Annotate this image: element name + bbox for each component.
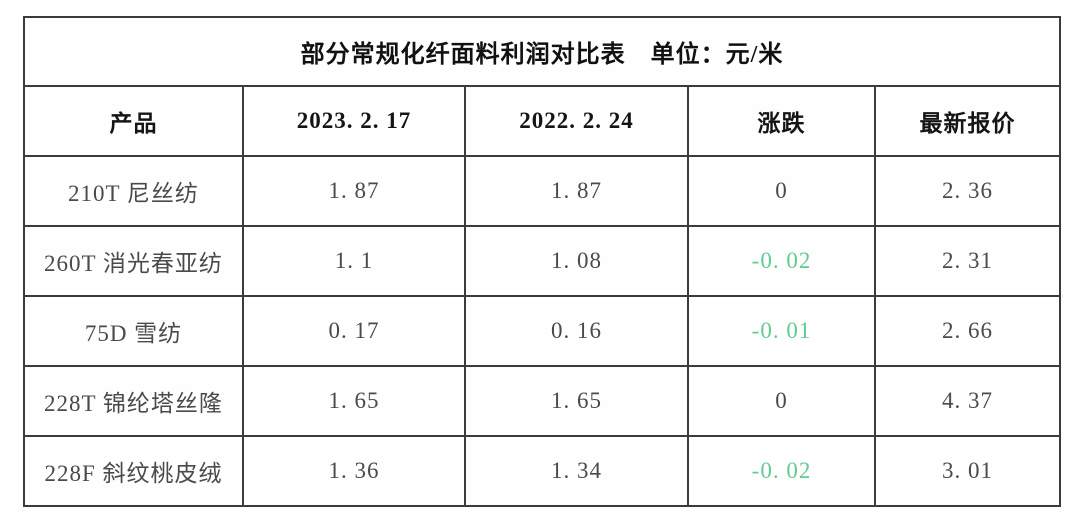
column-header-latest-quote: 最新报价 [874, 85, 1061, 157]
value-2022-cell: 1. 08 [464, 225, 689, 297]
table-row: 75D 雪纺 0. 17 0. 16 -0. 01 2. 66 [23, 295, 1061, 367]
table-row: 210T 尼丝纺 1. 87 1. 87 0 2. 36 [23, 155, 1061, 227]
column-header-date-2022: 2022. 2. 24 [464, 85, 689, 157]
table-row: 228T 锦纶塔丝隆 1. 65 1. 65 0 4. 37 [23, 365, 1061, 437]
value-2023-cell: 1. 87 [242, 155, 466, 227]
product-cell: 228F 斜纹桃皮绒 [23, 435, 244, 507]
quote-cell: 4. 37 [874, 365, 1061, 437]
change-cell: -0. 02 [687, 435, 876, 507]
product-cell: 228T 锦纶塔丝隆 [23, 365, 244, 437]
change-cell: -0. 01 [687, 295, 876, 367]
value-2023-cell: 0. 17 [242, 295, 466, 367]
table-row: 228F 斜纹桃皮绒 1. 36 1. 34 -0. 02 3. 01 [23, 435, 1061, 507]
product-cell: 75D 雪纺 [23, 295, 244, 367]
product-cell: 210T 尼丝纺 [23, 155, 244, 227]
change-cell: 0 [687, 365, 876, 437]
table-row: 260T 消光春亚纺 1. 1 1. 08 -0. 02 2. 31 [23, 225, 1061, 297]
value-2023-cell: 1. 36 [242, 435, 466, 507]
value-2022-cell: 1. 34 [464, 435, 689, 507]
quote-cell: 2. 31 [874, 225, 1061, 297]
value-2022-cell: 1. 65 [464, 365, 689, 437]
value-2023-cell: 1. 1 [242, 225, 466, 297]
table-title-row: 部分常规化纤面料利润对比表 单位：元/米 [23, 16, 1061, 87]
change-cell: -0. 02 [687, 225, 876, 297]
change-cell: 0 [687, 155, 876, 227]
profit-comparison-table: 部分常规化纤面料利润对比表 单位：元/米 产品 2023. 2. 17 2022… [23, 16, 1061, 507]
value-2022-cell: 0. 16 [464, 295, 689, 367]
quote-cell: 3. 01 [874, 435, 1061, 507]
value-2022-cell: 1. 87 [464, 155, 689, 227]
product-cell: 260T 消光春亚纺 [23, 225, 244, 297]
table-header-row: 产品 2023. 2. 17 2022. 2. 24 涨跌 最新报价 [23, 85, 1061, 157]
column-header-product: 产品 [23, 85, 244, 157]
table-title: 部分常规化纤面料利润对比表 单位：元/米 [23, 16, 1061, 87]
profit-table-container: 部分常规化纤面料利润对比表 单位：元/米 产品 2023. 2. 17 2022… [23, 16, 1061, 507]
quote-cell: 2. 66 [874, 295, 1061, 367]
quote-cell: 2. 36 [874, 155, 1061, 227]
column-header-date-2023: 2023. 2. 17 [242, 85, 466, 157]
value-2023-cell: 1. 65 [242, 365, 466, 437]
column-header-change: 涨跌 [687, 85, 876, 157]
